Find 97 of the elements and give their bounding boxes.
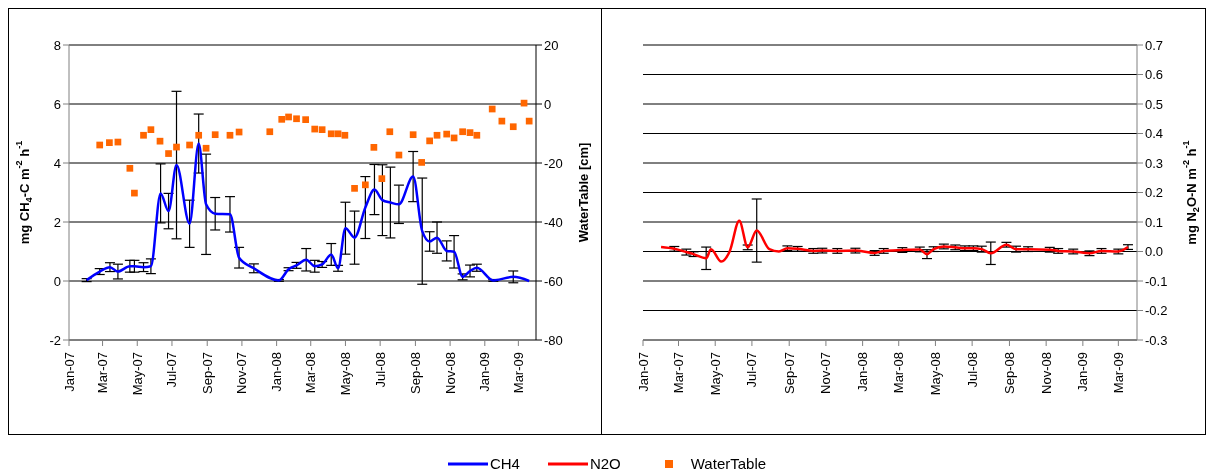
point (156, 137, 164, 145)
point (378, 175, 386, 182)
point (525, 117, 533, 125)
line-series (85, 142, 531, 283)
x-tick-label: Mar-09 (510, 352, 526, 394)
x-tick-label: Jan-09 (1075, 352, 1091, 392)
y-tick-label: -2 (49, 332, 61, 348)
y-tick-label: -0.2 (1145, 303, 1168, 319)
y-tick-label: 0.1 (1145, 214, 1164, 230)
y-tick-label: 8 (53, 37, 61, 53)
point (278, 115, 286, 123)
point (409, 131, 417, 139)
x-tick-label: Sep-08 (1001, 352, 1017, 394)
x-tick-label: May-08 (927, 352, 943, 396)
x-tick-label: Nov-07 (818, 352, 834, 394)
point (131, 189, 138, 197)
point (302, 116, 309, 123)
y-tick-label: 0.5 (1145, 96, 1164, 112)
x-tick-label: Sep-08 (407, 352, 423, 394)
x-tick-label: Jan-08 (269, 352, 285, 392)
point (466, 129, 474, 136)
point (334, 130, 342, 138)
point (186, 141, 193, 149)
point (362, 181, 369, 189)
point (285, 113, 292, 121)
y-tick-label: 4 (53, 155, 61, 171)
x-tick-label: Jul-08 (964, 352, 980, 388)
legend-label: CH4 (489, 455, 520, 472)
legend-label: WaterTable (690, 455, 767, 472)
y2-tick-label: -40 (544, 214, 563, 230)
point (327, 130, 335, 138)
point (226, 131, 234, 139)
y-tick-label: 0 (53, 273, 61, 289)
y2-tick-label: 20 (544, 37, 559, 53)
x-tick-label: Nov-07 (234, 352, 250, 394)
x-tick-label: Jan-08 (855, 352, 871, 392)
point (509, 123, 517, 131)
y2-tick-label: -20 (544, 155, 563, 171)
x-tick-label: May-07 (129, 352, 145, 396)
line-series (659, 219, 1130, 263)
x-tick-label: May-07 (707, 352, 723, 396)
point (96, 141, 104, 149)
point (488, 105, 496, 113)
point (418, 159, 426, 166)
x-tick-label: Mar-07 (671, 352, 686, 394)
y-tick-label: 0.4 (1145, 126, 1164, 142)
point (266, 128, 274, 136)
x-tick-label: Jan-07 (61, 352, 77, 392)
x-tick-label: Nov-08 (442, 352, 458, 394)
point (195, 131, 203, 139)
point (202, 144, 210, 152)
y-tick-label: -0.1 (1145, 273, 1168, 289)
point (473, 131, 481, 139)
point (140, 131, 147, 139)
point (433, 131, 441, 139)
point (173, 143, 180, 151)
point (147, 126, 155, 134)
y-tick-label: 0.7 (1145, 37, 1164, 53)
x-tick-label: Mar-08 (891, 352, 907, 394)
point (318, 126, 326, 134)
y-tick-label: 0.0 (1145, 244, 1164, 260)
point (370, 144, 378, 151)
point (293, 115, 300, 123)
y-tick-label: 2 (53, 214, 61, 230)
point (165, 150, 172, 157)
y-tick-label: 0.6 (1145, 67, 1164, 83)
y-tick-label: 6 (53, 96, 61, 112)
point (351, 185, 358, 192)
point (341, 131, 349, 139)
x-tick-label: Mar-08 (303, 352, 319, 394)
x-tick-label: Mar-07 (95, 352, 111, 394)
point (311, 125, 319, 133)
point (211, 131, 219, 139)
x-tick-label: Jan-09 (477, 352, 493, 392)
legend-label: N2O (589, 455, 621, 472)
y-tick-label: 0.2 (1145, 185, 1164, 201)
point (386, 128, 394, 136)
y2-tick-label: -80 (544, 332, 563, 348)
x-tick-label: May-08 (337, 352, 353, 396)
x-tick-label: Jul-07 (164, 352, 180, 388)
x-tick-label: Jul-07 (744, 352, 760, 388)
x-tick-label: Mar-09 (1110, 352, 1126, 394)
y2-tick-label: 0 (544, 96, 552, 112)
x-tick-label: Nov-08 (1038, 352, 1054, 394)
point (106, 139, 113, 146)
y2-tick-label: -60 (544, 273, 563, 289)
point (443, 130, 451, 138)
x-tick-label: Jan-07 (635, 352, 651, 392)
y-tick-label: -0.3 (1145, 332, 1168, 348)
point (126, 164, 134, 172)
x-tick-label: Jul-08 (372, 352, 388, 388)
y-tick-label: 0.3 (1145, 155, 1164, 171)
point (426, 137, 433, 145)
point (459, 128, 466, 136)
x-tick-label: Sep-07 (199, 352, 215, 394)
y2-axis-title: WaterTable [cm] (575, 142, 591, 243)
x-tick-label: Sep-07 (781, 352, 797, 394)
